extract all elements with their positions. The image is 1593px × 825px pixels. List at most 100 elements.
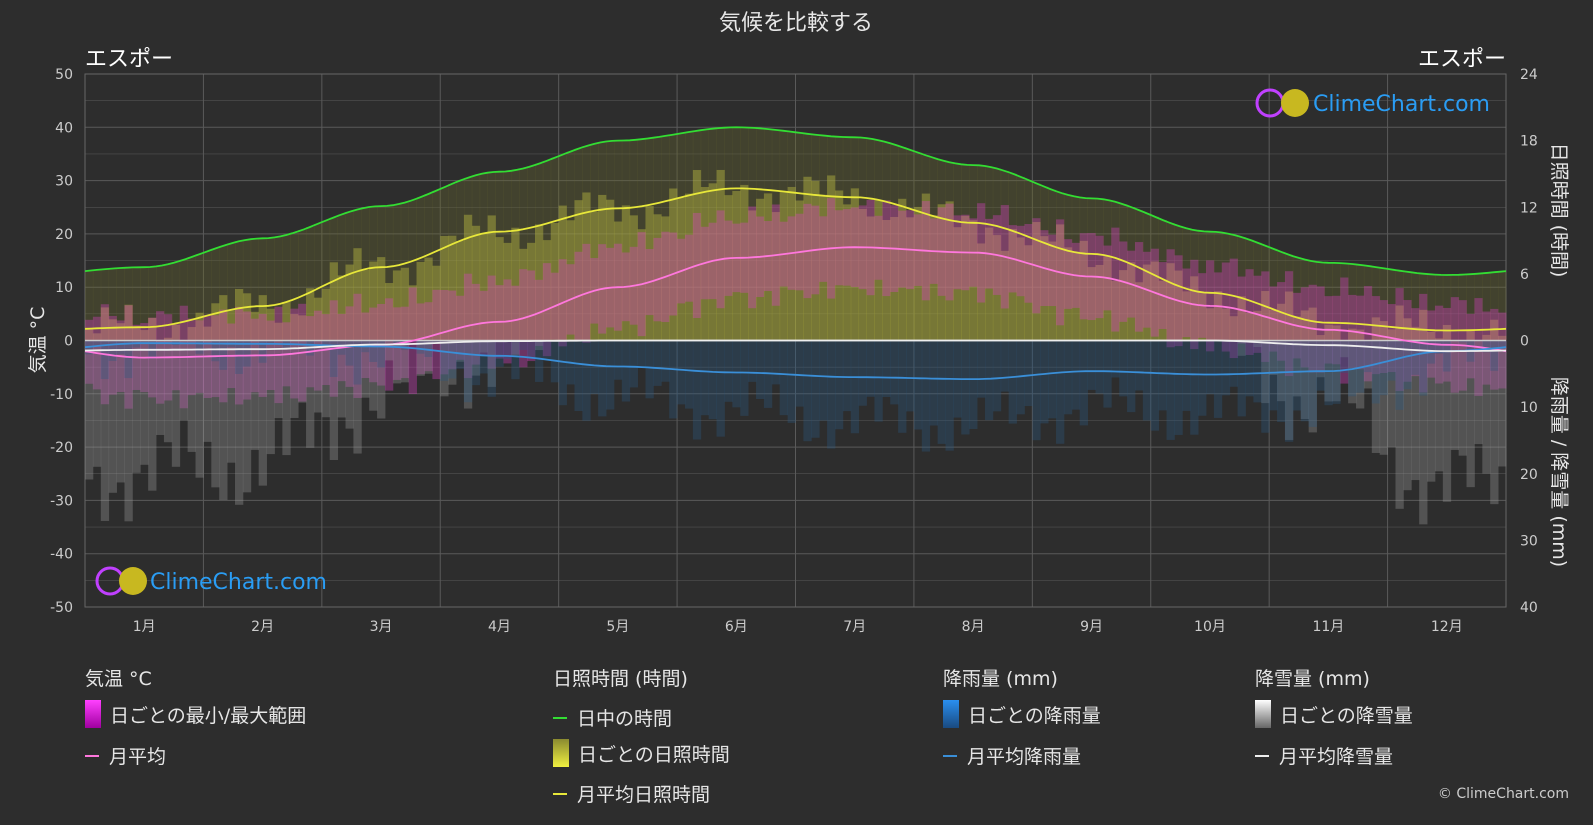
snow-bar — [1482, 340, 1491, 474]
rain-bar — [692, 340, 702, 440]
sunshine-bar — [1356, 329, 1365, 341]
sunshine-bar — [290, 314, 299, 341]
daylight-bar — [811, 134, 820, 341]
sunshine-bar — [945, 201, 954, 341]
rain-bar — [803, 340, 812, 442]
sunshine-bar — [234, 288, 244, 341]
sunshine-bar — [1103, 256, 1112, 341]
snow-bar — [1442, 340, 1452, 502]
sunshine-bar — [684, 193, 694, 341]
sunshine-bar — [503, 242, 512, 341]
daylight-bar — [550, 157, 560, 341]
rain-bar — [590, 340, 599, 394]
rain-bar — [858, 340, 867, 406]
sunshine-bar — [1079, 240, 1088, 341]
rain-bar — [329, 340, 339, 377]
daylight-bar — [684, 131, 694, 341]
sunshine-bar — [929, 215, 938, 341]
rain-bar — [527, 340, 536, 358]
snow-bar — [400, 340, 410, 383]
sunshine-bar — [890, 216, 899, 341]
sunshine-bar — [1111, 280, 1120, 341]
rain-bar — [511, 340, 520, 380]
daylight-bar — [1213, 232, 1223, 341]
legend-sun-daily-label: 日ごとの日照時間 — [578, 743, 730, 766]
rain-bar — [1332, 340, 1341, 404]
daylight-bar — [1221, 233, 1231, 341]
sunshine-bar — [416, 261, 425, 341]
snow-bar — [321, 340, 331, 418]
sun-avg-swatch — [553, 792, 567, 795]
daylight-bar — [779, 130, 789, 341]
snow-bar — [337, 340, 346, 418]
sunshine-bar — [377, 257, 386, 341]
daylight-line — [84, 126, 1507, 276]
daylight-bar — [487, 172, 496, 341]
rain-bar — [211, 340, 220, 362]
daylight-bar — [1237, 237, 1246, 341]
daylight-bar — [1348, 264, 1357, 341]
snow-bar — [1363, 340, 1373, 389]
daylight-bar — [1190, 230, 1199, 341]
rain-bar — [921, 340, 931, 452]
snow-bar — [440, 340, 449, 397]
sunshine-bar — [432, 265, 441, 341]
daylight-bar — [1040, 186, 1049, 341]
rain-bar — [898, 340, 907, 433]
daylight-swatch — [553, 716, 567, 719]
rain-bar — [961, 340, 970, 435]
daylight-bar — [463, 177, 473, 341]
rain-bar — [645, 340, 654, 399]
rain-bar — [116, 340, 125, 355]
daylight-bar — [140, 267, 149, 341]
month-tick-label: 7月 — [843, 619, 866, 635]
sunshine-bar — [708, 183, 717, 341]
sunshine-bar — [961, 215, 970, 341]
sunshine-bar — [606, 199, 615, 341]
daylight-bar — [850, 137, 860, 341]
daylight-bar — [353, 209, 362, 341]
sunshine-bar — [937, 204, 946, 341]
rain-bar — [1071, 340, 1081, 410]
rain-bar — [1127, 340, 1136, 413]
sunshine-bar — [384, 283, 394, 341]
daylight-bar — [1229, 234, 1238, 341]
sunshine-bar — [519, 248, 528, 341]
legend-snow-avg: 月平均降雪量 — [1255, 742, 1393, 769]
daylight-bar — [1450, 274, 1460, 341]
snow-bar — [392, 340, 402, 384]
sunshine-bar — [329, 262, 339, 341]
daylight-bar — [858, 137, 867, 341]
rain-bar — [1308, 340, 1317, 427]
sunshine-bar — [258, 295, 267, 341]
snow-bar — [250, 340, 260, 450]
daylight-bar — [1024, 180, 1033, 341]
daylight-bar — [384, 205, 394, 341]
daylight-bar — [921, 155, 931, 341]
sunshine-bar — [1442, 324, 1452, 341]
sunshine-bar — [1190, 276, 1199, 341]
snow-bar — [195, 340, 204, 478]
sunshine-bar — [448, 235, 457, 341]
right-tick-label: 0 — [1520, 334, 1529, 350]
daylight-bar — [1332, 262, 1341, 341]
sunshine-bar — [1284, 291, 1294, 341]
sunshine-bar — [740, 184, 749, 341]
legend-snow-daily-label: 日ごとの降雪量 — [1280, 704, 1413, 727]
sunshine-bar — [1206, 308, 1215, 341]
sunshine-bar — [613, 221, 623, 341]
sunshine-bar — [203, 326, 212, 341]
legend-rain-title: 降雨量 (mm) — [943, 668, 1058, 690]
rain-bar — [1245, 340, 1254, 397]
sunshine-bar — [1040, 236, 1049, 341]
rain-bar — [1040, 340, 1049, 424]
rain-bar — [1158, 340, 1167, 411]
daylight-bar — [1403, 271, 1412, 341]
daylight-bar — [716, 127, 725, 341]
daylight-bar — [661, 135, 670, 341]
rain-bar — [1379, 340, 1388, 396]
daylight-bar — [906, 149, 915, 341]
sunshine-bar — [1032, 222, 1041, 341]
rain-bar — [890, 340, 899, 405]
snow-bar — [1308, 340, 1317, 433]
